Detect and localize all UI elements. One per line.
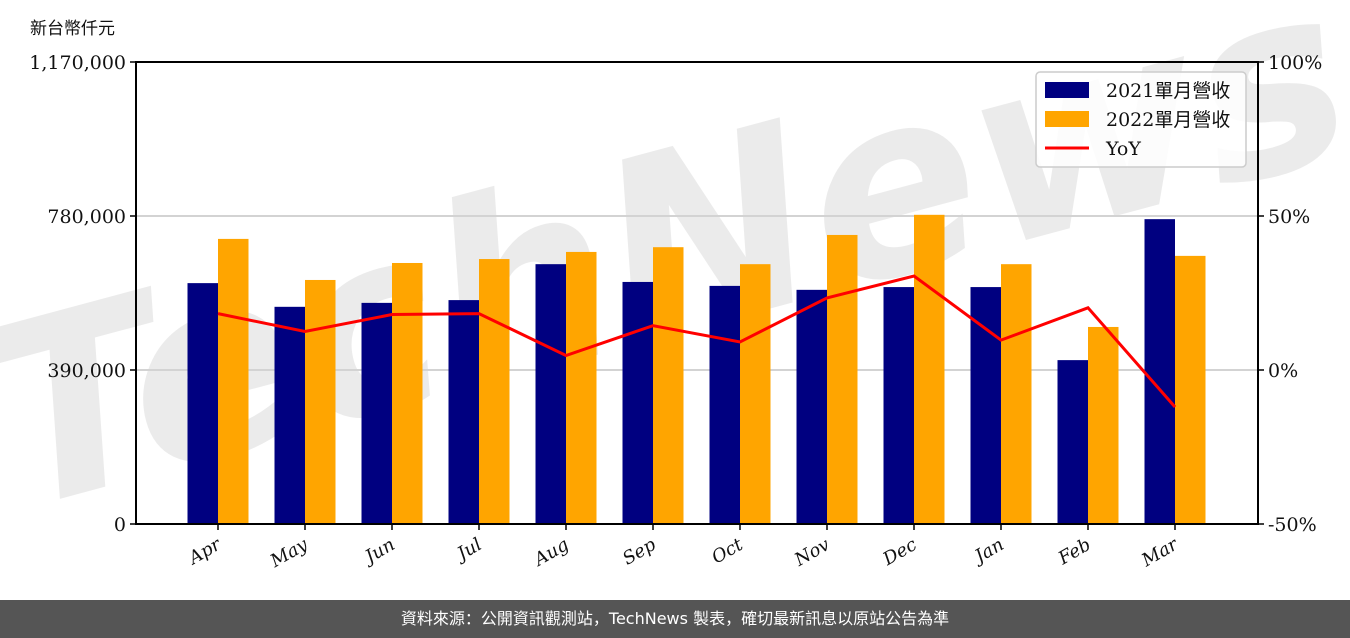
y-axis-unit-label: 新台幣仟元	[30, 19, 115, 39]
source-footer: 資料來源：公開資訊觀測站，TechNews 製表，確切最新訊息以原站公告為準	[0, 600, 1350, 638]
svg-text:100%: 100%	[1268, 52, 1322, 74]
bar-jan-1	[1001, 264, 1032, 524]
legend-item-label: YoY	[1105, 138, 1141, 160]
bar-series	[187, 214, 1206, 525]
bar-may-0	[274, 306, 305, 524]
svg-text:Mar: Mar	[1137, 533, 1182, 571]
svg-text:Aug: Aug	[529, 534, 573, 571]
bar-apr-1	[218, 238, 249, 524]
bar-jul-1	[479, 259, 510, 524]
svg-text:-50%: -50%	[1268, 514, 1317, 536]
legend-item-label: 2022單月營收	[1106, 109, 1230, 131]
svg-text:Apr: Apr	[184, 533, 226, 569]
bar-sep-0	[622, 281, 653, 524]
svg-text:390,000: 390,000	[47, 360, 126, 382]
bar-may-1	[305, 279, 336, 524]
bar-dec-0	[883, 287, 914, 524]
bar-nov-1	[827, 234, 858, 524]
bar-oct-0	[709, 285, 740, 524]
bar-aug-0	[535, 264, 566, 524]
bar-feb-1	[1088, 326, 1119, 524]
bar-oct-1	[740, 264, 771, 524]
svg-text:50%: 50%	[1268, 206, 1310, 228]
svg-text:Dec: Dec	[879, 534, 921, 570]
bar-jan-0	[970, 287, 1001, 524]
bar-feb-0	[1057, 360, 1088, 524]
bar-mar-0	[1144, 219, 1175, 524]
bar-aug-1	[566, 251, 597, 524]
bar-sep-1	[653, 247, 684, 524]
svg-text:0%: 0%	[1268, 360, 1298, 382]
legend: 2021單月營收 2022單月營收 YoY	[1035, 71, 1247, 168]
svg-text:Jul: Jul	[450, 534, 485, 567]
bar-jul-0	[448, 300, 479, 524]
svg-text:Feb: Feb	[1054, 534, 1095, 570]
svg-text:Jun: Jun	[358, 534, 398, 569]
bar-dec-1	[914, 214, 945, 525]
bar-jun-1	[392, 262, 423, 524]
svg-text:Oct: Oct	[708, 534, 747, 569]
revenue-chart: TechNews 0390,000780,0001,170,000-50%0%5…	[0, 0, 1350, 573]
svg-text:Jan: Jan	[968, 534, 1008, 569]
svg-text:May: May	[266, 534, 312, 573]
yoy-line-series	[217, 274, 1177, 408]
bar-apr-0	[187, 283, 218, 524]
bar-mar-1	[1175, 255, 1206, 524]
bar-jun-0	[361, 302, 392, 524]
svg-text:Nov: Nov	[790, 534, 833, 571]
bar-nov-0	[796, 289, 827, 524]
svg-text:780,000: 780,000	[47, 206, 126, 228]
legend-item-label: 2021單月營收	[1106, 80, 1230, 102]
svg-text:0: 0	[114, 514, 126, 536]
svg-text:Sep: Sep	[619, 534, 660, 570]
svg-text:1,170,000: 1,170,000	[29, 52, 126, 74]
